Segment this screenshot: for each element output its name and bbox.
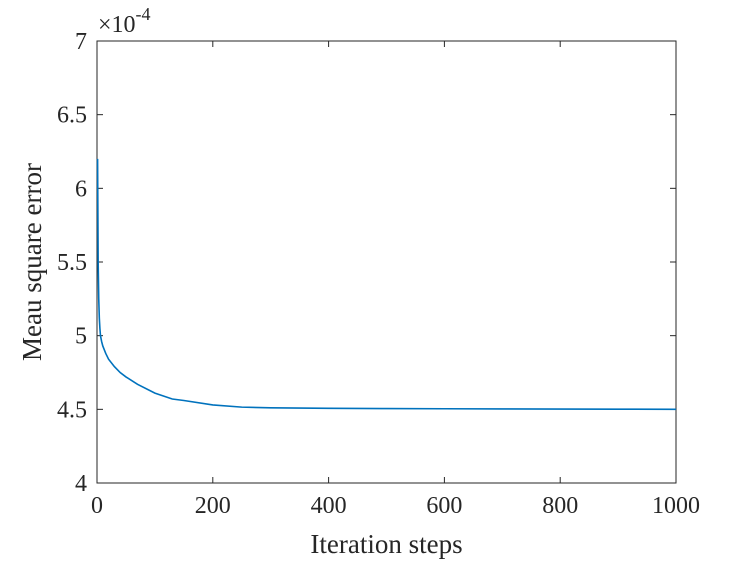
x-axis-label: Iteration steps bbox=[310, 529, 462, 559]
y-multiplier-exponent: -4 bbox=[136, 4, 151, 24]
y-multiplier: ×10-4 bbox=[98, 4, 151, 38]
x-tick-label: 400 bbox=[311, 493, 347, 519]
y-axis-label: Meau square error bbox=[17, 163, 47, 361]
y-tick-label: 6.5 bbox=[57, 103, 87, 129]
x-tick-label: 0 bbox=[91, 493, 103, 519]
tick-marks bbox=[96, 40, 677, 484]
y-tick-labels: 4 4.5 5 5.5 6 6.5 7 bbox=[57, 29, 87, 497]
x-tick-label: 800 bbox=[542, 493, 578, 519]
plot-area bbox=[96, 40, 677, 484]
x-tick-label: 600 bbox=[426, 493, 462, 519]
y-tick-label: 4 bbox=[75, 471, 87, 497]
y-tick-label: 6 bbox=[75, 176, 87, 202]
y-multiplier-base: ×10 bbox=[98, 12, 136, 38]
series-line bbox=[96, 158, 677, 411]
x-tick-labels: 0 200 400 600 800 1000 bbox=[91, 493, 700, 519]
y-tick-label: 7 bbox=[75, 29, 87, 55]
y-tick-label: 4.5 bbox=[57, 397, 87, 423]
y-tick-label: 5.5 bbox=[57, 250, 87, 276]
x-tick-label: 200 bbox=[195, 493, 231, 519]
y-tick-label: 5 bbox=[75, 324, 87, 350]
x-tick-label: 1000 bbox=[652, 493, 700, 519]
